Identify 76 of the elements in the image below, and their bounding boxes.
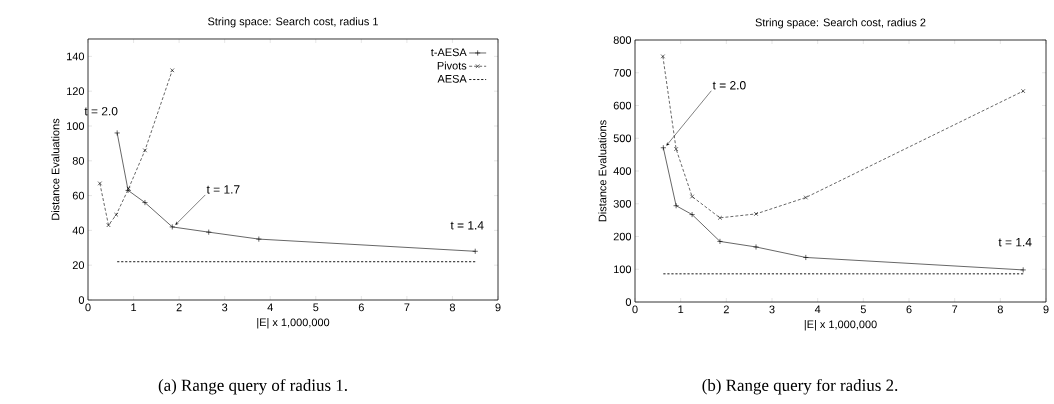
x-tick-label: 0 — [632, 305, 638, 314]
point — [114, 212, 119, 217]
annotation: t = 2.0 — [712, 81, 746, 90]
point — [673, 146, 679, 152]
legend-label: AESA — [437, 74, 467, 83]
x-tick-label: 2 — [723, 305, 729, 314]
y-tick-label: 700 — [613, 68, 632, 77]
point — [673, 202, 679, 209]
x-tick-label: 3 — [769, 305, 775, 314]
x-axis-title: |E| x 1,000,000 — [804, 320, 877, 331]
y-tick-label: 0 — [78, 296, 85, 304]
x-tick-label: 5 — [860, 305, 866, 314]
point — [802, 254, 809, 261]
y-tick-label: 300 — [613, 199, 632, 208]
y-tick-label: 600 — [613, 101, 632, 110]
point — [125, 187, 131, 194]
point — [126, 186, 131, 191]
y-tick-label: 200 — [613, 232, 632, 241]
y-tick-label: 0 — [625, 298, 632, 306]
point — [170, 68, 175, 73]
annotation: t = 1.4 — [998, 238, 1032, 247]
legend-label: Pivots — [437, 61, 467, 70]
x-tick-label: 4 — [814, 305, 821, 314]
y-tick-label: 20 — [72, 261, 85, 270]
point — [1021, 88, 1026, 94]
x-tick-label: 2 — [176, 303, 182, 312]
point — [255, 236, 262, 242]
point — [169, 224, 176, 230]
point — [142, 148, 148, 153]
y-tick-label: 60 — [72, 191, 85, 200]
point — [689, 194, 695, 199]
x-tick-label: 4 — [267, 303, 273, 312]
point — [142, 199, 148, 206]
x-tick-label: 5 — [313, 303, 319, 312]
y-tick-label: 140 — [67, 52, 85, 61]
point — [753, 244, 759, 250]
point — [803, 195, 808, 200]
x-tick-label: 7 — [404, 303, 410, 312]
point — [97, 181, 102, 186]
text: (b) Range query for radius 2. — [702, 378, 898, 395]
y-axis-title: Distance Evaluations — [598, 120, 607, 222]
x-tick-label: 6 — [358, 303, 364, 312]
x-tick-label: 0 — [85, 303, 91, 312]
y-tick-label: 500 — [613, 134, 632, 143]
text: (a) Range query of radius 1. — [158, 378, 347, 395]
point — [106, 223, 111, 228]
legend-label: t-AESA — [430, 48, 467, 57]
point — [717, 215, 723, 220]
annotation: t = 1.4 — [450, 221, 484, 230]
chart-title: String space: Search cost, radius 1 — [208, 17, 378, 28]
x-tick-label: 9 — [495, 303, 501, 312]
point — [205, 229, 212, 236]
x-tick-label: 8 — [997, 305, 1003, 314]
annotation: t = 2.0 — [84, 106, 118, 116]
x-axis-title: |E| x 1,000,000 — [257, 318, 330, 329]
x-tick-label: 1 — [678, 305, 684, 314]
y-tick-label: 400 — [613, 167, 632, 175]
point — [689, 211, 695, 218]
y-tick-label: 100 — [67, 122, 85, 130]
chart-title: String space: Search cost, radius 2 — [755, 18, 926, 29]
x-tick-label: 6 — [906, 305, 912, 314]
y-tick-label: 120 — [67, 87, 85, 96]
x-tick-label: 7 — [952, 305, 958, 314]
x-tick-label: 8 — [449, 303, 456, 312]
x-tick-label: 9 — [1043, 305, 1049, 314]
y-axis-title: Distance Evaluations — [51, 118, 60, 220]
point — [660, 54, 665, 59]
y-tick-label: 80 — [72, 156, 85, 165]
point — [753, 211, 759, 217]
annotation: t = 1.7 — [206, 185, 240, 194]
y-tick-label: 100 — [614, 265, 632, 274]
point — [717, 238, 723, 245]
y-tick-label: 800 — [613, 36, 632, 44]
x-tick-label: 3 — [222, 303, 228, 312]
x-tick-label: 1 — [131, 303, 137, 312]
y-tick-label: 40 — [72, 226, 85, 235]
